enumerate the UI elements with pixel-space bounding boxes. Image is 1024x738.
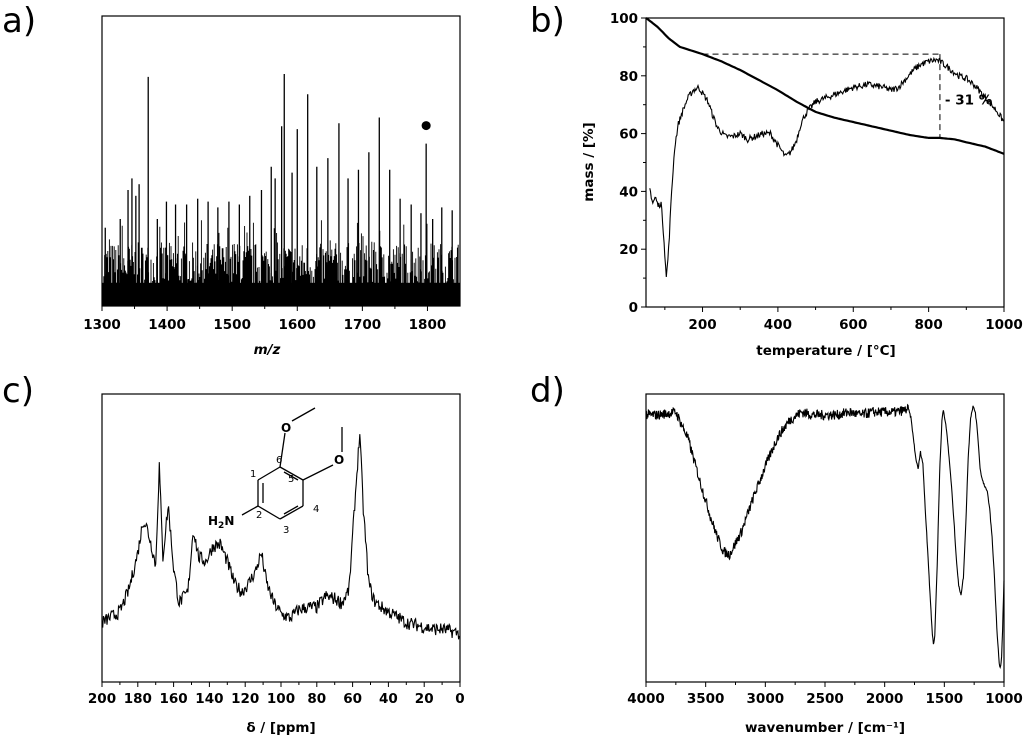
x-tick-label: 1400 <box>148 317 186 333</box>
chart-d-x-axis-title: wavenumber / [cm⁻¹] <box>745 720 905 736</box>
chart-d-frame <box>645 393 1005 683</box>
panel-label-a: a) <box>2 1 36 41</box>
x-tick-label: 1800 <box>409 317 447 333</box>
molecule-position-4: 4 <box>313 504 319 515</box>
chart-d-ir-spectrum <box>645 403 1005 670</box>
chart-a-x-ticks: 1300 1400 1500 1600 1700 1800 <box>83 306 446 333</box>
molecule-position-3: 3 <box>283 525 289 536</box>
y-tick-label: 20 <box>619 242 638 258</box>
x-tick-label: 3500 <box>687 691 725 707</box>
y-tick-label: 80 <box>619 69 638 85</box>
x-tick-label: 160 <box>160 691 188 707</box>
chart-c-nmr-spectrum <box>101 434 460 640</box>
x-tick-label: 1000 <box>985 691 1023 707</box>
x-tick-label: 140 <box>195 691 223 707</box>
x-tick-label: 1000 <box>985 317 1023 333</box>
molecule-position-1: 1 <box>250 469 256 480</box>
y-tick-label: 40 <box>619 184 638 200</box>
molecule-position-6: 6 <box>276 455 282 466</box>
chart-d: 4000 3500 3000 2500 2000 1500 1000 wavenumber … <box>627 393 1023 736</box>
molecule-oxygen-6: O <box>281 421 291 435</box>
x-tick-label: 1500 <box>213 317 251 333</box>
x-tick-label: 2500 <box>806 691 844 707</box>
chart-b-frame <box>645 17 1005 308</box>
molecule-structure <box>241 407 343 520</box>
x-tick-label: 100 <box>267 691 295 707</box>
x-tick-label: 4000 <box>627 691 665 707</box>
x-tick-label: 200 <box>88 691 116 707</box>
x-tick-label: 180 <box>124 691 152 707</box>
panel-label-c: c) <box>2 371 34 411</box>
panel-label-d: d) <box>530 371 565 411</box>
x-tick-label: 1600 <box>278 317 316 333</box>
chart-c: 200 180 160 140 120 100 80 60 40 20 0 δ / [ppm] O … <box>88 393 465 736</box>
x-tick-label: 60 <box>343 691 362 707</box>
chart-d-x-ticks: 4000 3500 3000 2500 2000 1500 1000 <box>627 682 1023 707</box>
molecule-oxygen-5: O <box>334 453 344 467</box>
chart-a-peaks <box>104 74 453 306</box>
molecule-position-5: 5 <box>288 474 294 485</box>
y-tick-label: 100 <box>610 11 638 27</box>
x-tick-label: 600 <box>839 317 867 333</box>
chart-b-mass-curve <box>645 17 1005 155</box>
chart-b-y-ticks: 0 20 40 60 80 100 <box>610 11 646 316</box>
noise-base <box>102 282 460 306</box>
chart-b-derivative-curve <box>649 56 1005 278</box>
x-tick-label: 40 <box>379 691 398 707</box>
chart-b-y-axis-title: mass / [%] <box>581 122 597 201</box>
chart-a-noise <box>102 220 460 306</box>
chart-b-mass-loss-label: - 31 % <box>945 93 993 109</box>
chart-a: 1300 1400 1500 1600 1700 1800 m/z <box>83 15 461 358</box>
chart-c-x-axis-title: δ / [ppm] <box>246 720 315 736</box>
x-tick-label: 1300 <box>83 317 121 333</box>
chart-a-x-axis-title: m/z <box>254 342 281 358</box>
chart-c-frame <box>101 393 461 683</box>
chart-c-x-ticks: 200 180 160 140 120 100 80 60 40 20 0 <box>88 682 465 707</box>
x-tick-label: 800 <box>915 317 943 333</box>
x-tick-label: 20 <box>415 691 434 707</box>
x-tick-label: 1500 <box>926 691 964 707</box>
x-tick-label: 80 <box>307 691 326 707</box>
chart-b: - 31 % 200 400 600 800 1000 0 20 40 60 80 100 tem… <box>581 11 1023 359</box>
x-tick-label: 1700 <box>344 317 382 333</box>
x-tick-label: 2000 <box>866 691 904 707</box>
x-tick-label: 120 <box>231 691 259 707</box>
x-tick-label: 400 <box>764 317 792 333</box>
chart-b-x-ticks: 200 400 600 800 1000 <box>664 307 1023 333</box>
panel-label-b: b) <box>530 1 565 41</box>
x-tick-label: 200 <box>688 317 716 333</box>
x-tick-label: 0 <box>455 691 464 707</box>
molecule-position-2: 2 <box>256 510 262 521</box>
y-tick-label: 60 <box>619 127 638 143</box>
y-tick-label: 0 <box>629 300 638 316</box>
molecule-amine-label: H2N <box>208 514 234 531</box>
peak-marker-dot <box>421 121 431 131</box>
chart-b-x-axis-title: temperature / [°C] <box>756 343 895 359</box>
x-tick-label: 3000 <box>747 691 785 707</box>
